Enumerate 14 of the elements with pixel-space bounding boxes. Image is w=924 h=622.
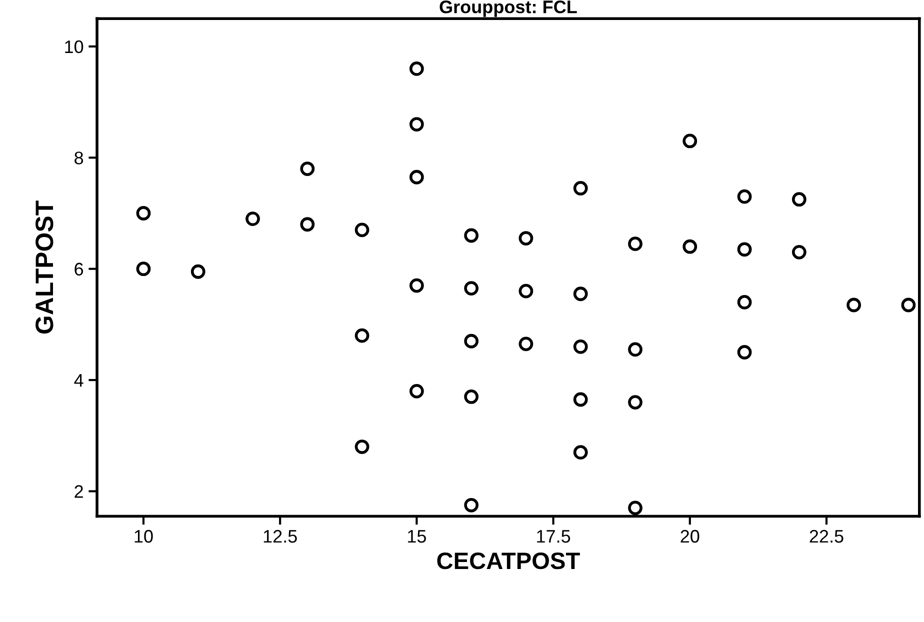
x-tick-label: 15 xyxy=(408,530,426,543)
x-tick-label: 10 xyxy=(134,530,153,543)
x-tick-label: 12.5 xyxy=(264,530,297,543)
x-axis-title: CECATPOST xyxy=(437,552,580,570)
y-tick-label: 2 xyxy=(74,485,83,498)
y-tick-label: 8 xyxy=(74,152,84,164)
x-tick-label: 17.5 xyxy=(537,530,570,543)
y-tick-label: 10 xyxy=(65,40,84,54)
y-tick-label: 6 xyxy=(74,262,84,276)
x-tick-label: 22.5 xyxy=(810,530,844,543)
y-tick-label: 4 xyxy=(74,374,84,387)
y-axis-title: GALTPOST xyxy=(36,200,54,334)
x-tick-label: 20 xyxy=(680,530,700,543)
chart-title: Grouppost: FCL xyxy=(440,0,577,17)
